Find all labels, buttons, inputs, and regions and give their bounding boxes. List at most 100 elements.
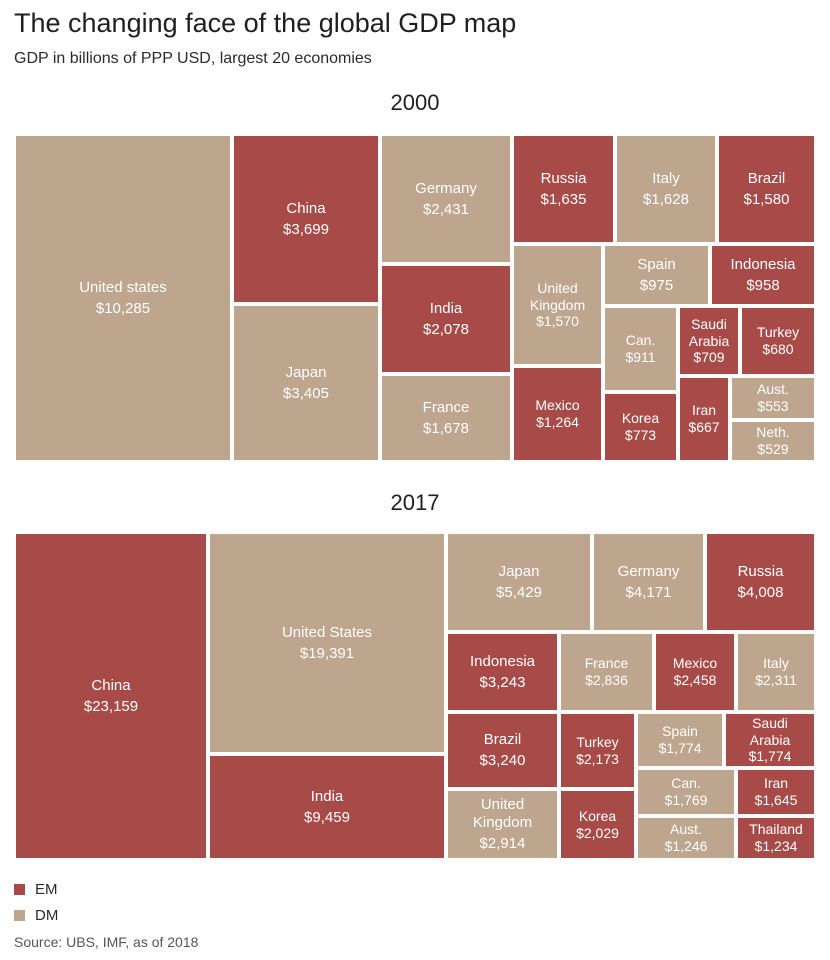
tile-2017-mexico: Mexico $2,458 — [654, 632, 736, 712]
tile-value-label: $2,914 — [479, 835, 526, 852]
legend: EM DM — [14, 876, 58, 928]
tile-2017-brazil: Brazil $3,240 — [446, 712, 559, 789]
tile-2000-aust: Aust. $553 — [730, 376, 816, 420]
legend-swatch-em — [14, 883, 25, 895]
tile-country-label: Japan — [285, 363, 327, 381]
tile-value-label: $2,458 — [673, 672, 717, 688]
tile-2000-china: China $3,699 — [232, 134, 380, 304]
tile-country-label: Germany — [415, 179, 477, 197]
tile-2017-korea: Korea $2,029 — [559, 789, 636, 860]
tile-country-label: China — [286, 199, 326, 217]
tile-country-label: Mexico — [535, 397, 580, 414]
tile-country-label: United states — [79, 278, 167, 296]
tile-2017-france: France $2,836 — [559, 632, 654, 712]
tile-2000-iran: Iran $667 — [678, 376, 730, 462]
tile-country-label: Brazil — [747, 169, 786, 187]
tile-2000-neth: Neth. $529 — [730, 420, 816, 462]
tile-value-label: $1,246 — [664, 838, 708, 854]
tile-value-label: $1,580 — [743, 190, 790, 208]
tile-value-label: $1,645 — [754, 792, 798, 808]
tile-value-label: $773 — [624, 427, 657, 443]
tile-2000-indonesia: Indonesia $958 — [710, 244, 816, 306]
tile-value-label: $1,264 — [536, 414, 579, 430]
tile-value-label: $1,628 — [643, 190, 689, 208]
tile-country-label: France — [584, 655, 629, 672]
tile-country-label: United Kingdom — [529, 279, 586, 313]
tile-value-label: $1,678 — [423, 419, 469, 437]
tile-country-label: Indonesia — [730, 255, 796, 273]
tile-country-label: Russia — [540, 169, 587, 187]
tile-country-label: United States — [281, 623, 373, 641]
tile-2017-russia: Russia $4,008 — [705, 532, 816, 632]
tile-value-label: $3,405 — [283, 384, 329, 402]
tile-value-label: $1,635 — [540, 190, 587, 208]
tile-country-label: Indonesia — [469, 652, 536, 670]
tile-2000-turkey: Turkey $680 — [740, 306, 816, 376]
tile-country-label: Italy — [763, 655, 789, 672]
tile-2000-united-states: United states $10,285 — [14, 134, 232, 462]
tile-value-label: $1,234 — [754, 838, 798, 854]
tile-value-label: $1,769 — [664, 792, 708, 808]
tile-2000-italy: Italy $1,628 — [615, 134, 717, 244]
tile-value-label: $1,774 — [748, 748, 792, 765]
tile-2017-japan: Japan $5,429 — [446, 532, 592, 632]
tile-2017-china: China $23,159 — [14, 532, 208, 860]
tile-country-label: France — [422, 398, 470, 416]
tile-2000-korea: Korea $773 — [603, 392, 678, 462]
tile-2000-russia: Russia $1,635 — [512, 134, 615, 244]
legend-item-dm: DM — [14, 902, 58, 928]
tile-country-label: Spain — [662, 723, 698, 740]
tile-country-label: Iran — [691, 402, 717, 419]
tile-value-label: $911 — [625, 349, 656, 365]
tile-value-label: $529 — [757, 441, 789, 457]
tile-country-label: Italy — [652, 169, 680, 187]
tile-2000-france: France $1,678 — [380, 374, 512, 462]
tile-value-label: $1,570 — [536, 313, 579, 330]
tile-2000-germany: Germany $2,431 — [380, 134, 512, 264]
tile-country-label: Germany — [617, 562, 680, 580]
tile-2000-india: India $2,078 — [380, 264, 512, 374]
tile-2000-mexico: Mexico $1,264 — [512, 366, 603, 462]
tile-2017-italy: Italy $2,311 — [736, 632, 816, 712]
tile-value-label: $23,159 — [83, 697, 139, 715]
tile-2017-spain: Spain $1,774 — [636, 712, 724, 768]
tile-country-label: Turkey — [756, 324, 800, 341]
tile-value-label: $975 — [639, 276, 674, 294]
legend-item-em: EM — [14, 876, 58, 902]
source-note: Source: UBS, IMF, as of 2018 — [14, 934, 199, 950]
tile-value-label: $709 — [693, 349, 725, 366]
tile-value-label: $553 — [757, 398, 789, 414]
tile-value-label: $1,774 — [658, 740, 702, 756]
tile-value-label: $19,391 — [299, 644, 355, 662]
tile-country-label: Neth. — [756, 424, 790, 441]
tile-country-label: Korea — [621, 410, 660, 427]
tile-2017-united-kingdom: United Kingdom $2,914 — [446, 789, 559, 860]
tile-country-label: Turkey — [576, 733, 619, 750]
tile-value-label: $2,078 — [423, 320, 469, 338]
tile-value-label: $10,285 — [95, 299, 151, 317]
legend-swatch-dm — [14, 909, 25, 921]
treemap-2017: China $23,159 United States $19,391 India $9,… — [14, 532, 816, 860]
tile-country-label: Can. — [671, 775, 701, 792]
tile-value-label: $3,243 — [479, 673, 526, 691]
tile-2017-indonesia: Indonesia $3,243 — [446, 632, 559, 712]
tile-2017-saudi-arabia: Saudi Arabia $1,774 — [724, 712, 816, 768]
tile-value-label: $2,173 — [576, 750, 619, 767]
tile-country-label: Spain — [637, 255, 676, 273]
tile-value-label: $4,171 — [625, 583, 672, 601]
tile-country-label: Mexico — [672, 655, 718, 672]
legend-label-em: EM — [35, 880, 58, 898]
treemap-2000: United states $10,285 China $3,699 Japan $3,4… — [14, 134, 816, 462]
tile-2017-united-states: United States $19,391 — [208, 532, 446, 754]
tile-value-label: $2,431 — [423, 200, 469, 218]
tile-value-label: $2,029 — [576, 824, 619, 841]
tile-country-label: Japan — [498, 562, 540, 580]
tile-country-label: Aust. — [757, 381, 789, 398]
year-2017-label: 2017 — [390, 490, 440, 515]
tile-2017-iran: Iran $1,645 — [736, 768, 816, 816]
tile-country-label: Can. — [625, 332, 656, 349]
tile-value-label: $5,429 — [496, 583, 542, 601]
tile-2017-india: India $9,459 — [208, 754, 446, 860]
tile-country-label: Brazil — [483, 731, 522, 748]
tile-country-label: China — [91, 676, 131, 694]
